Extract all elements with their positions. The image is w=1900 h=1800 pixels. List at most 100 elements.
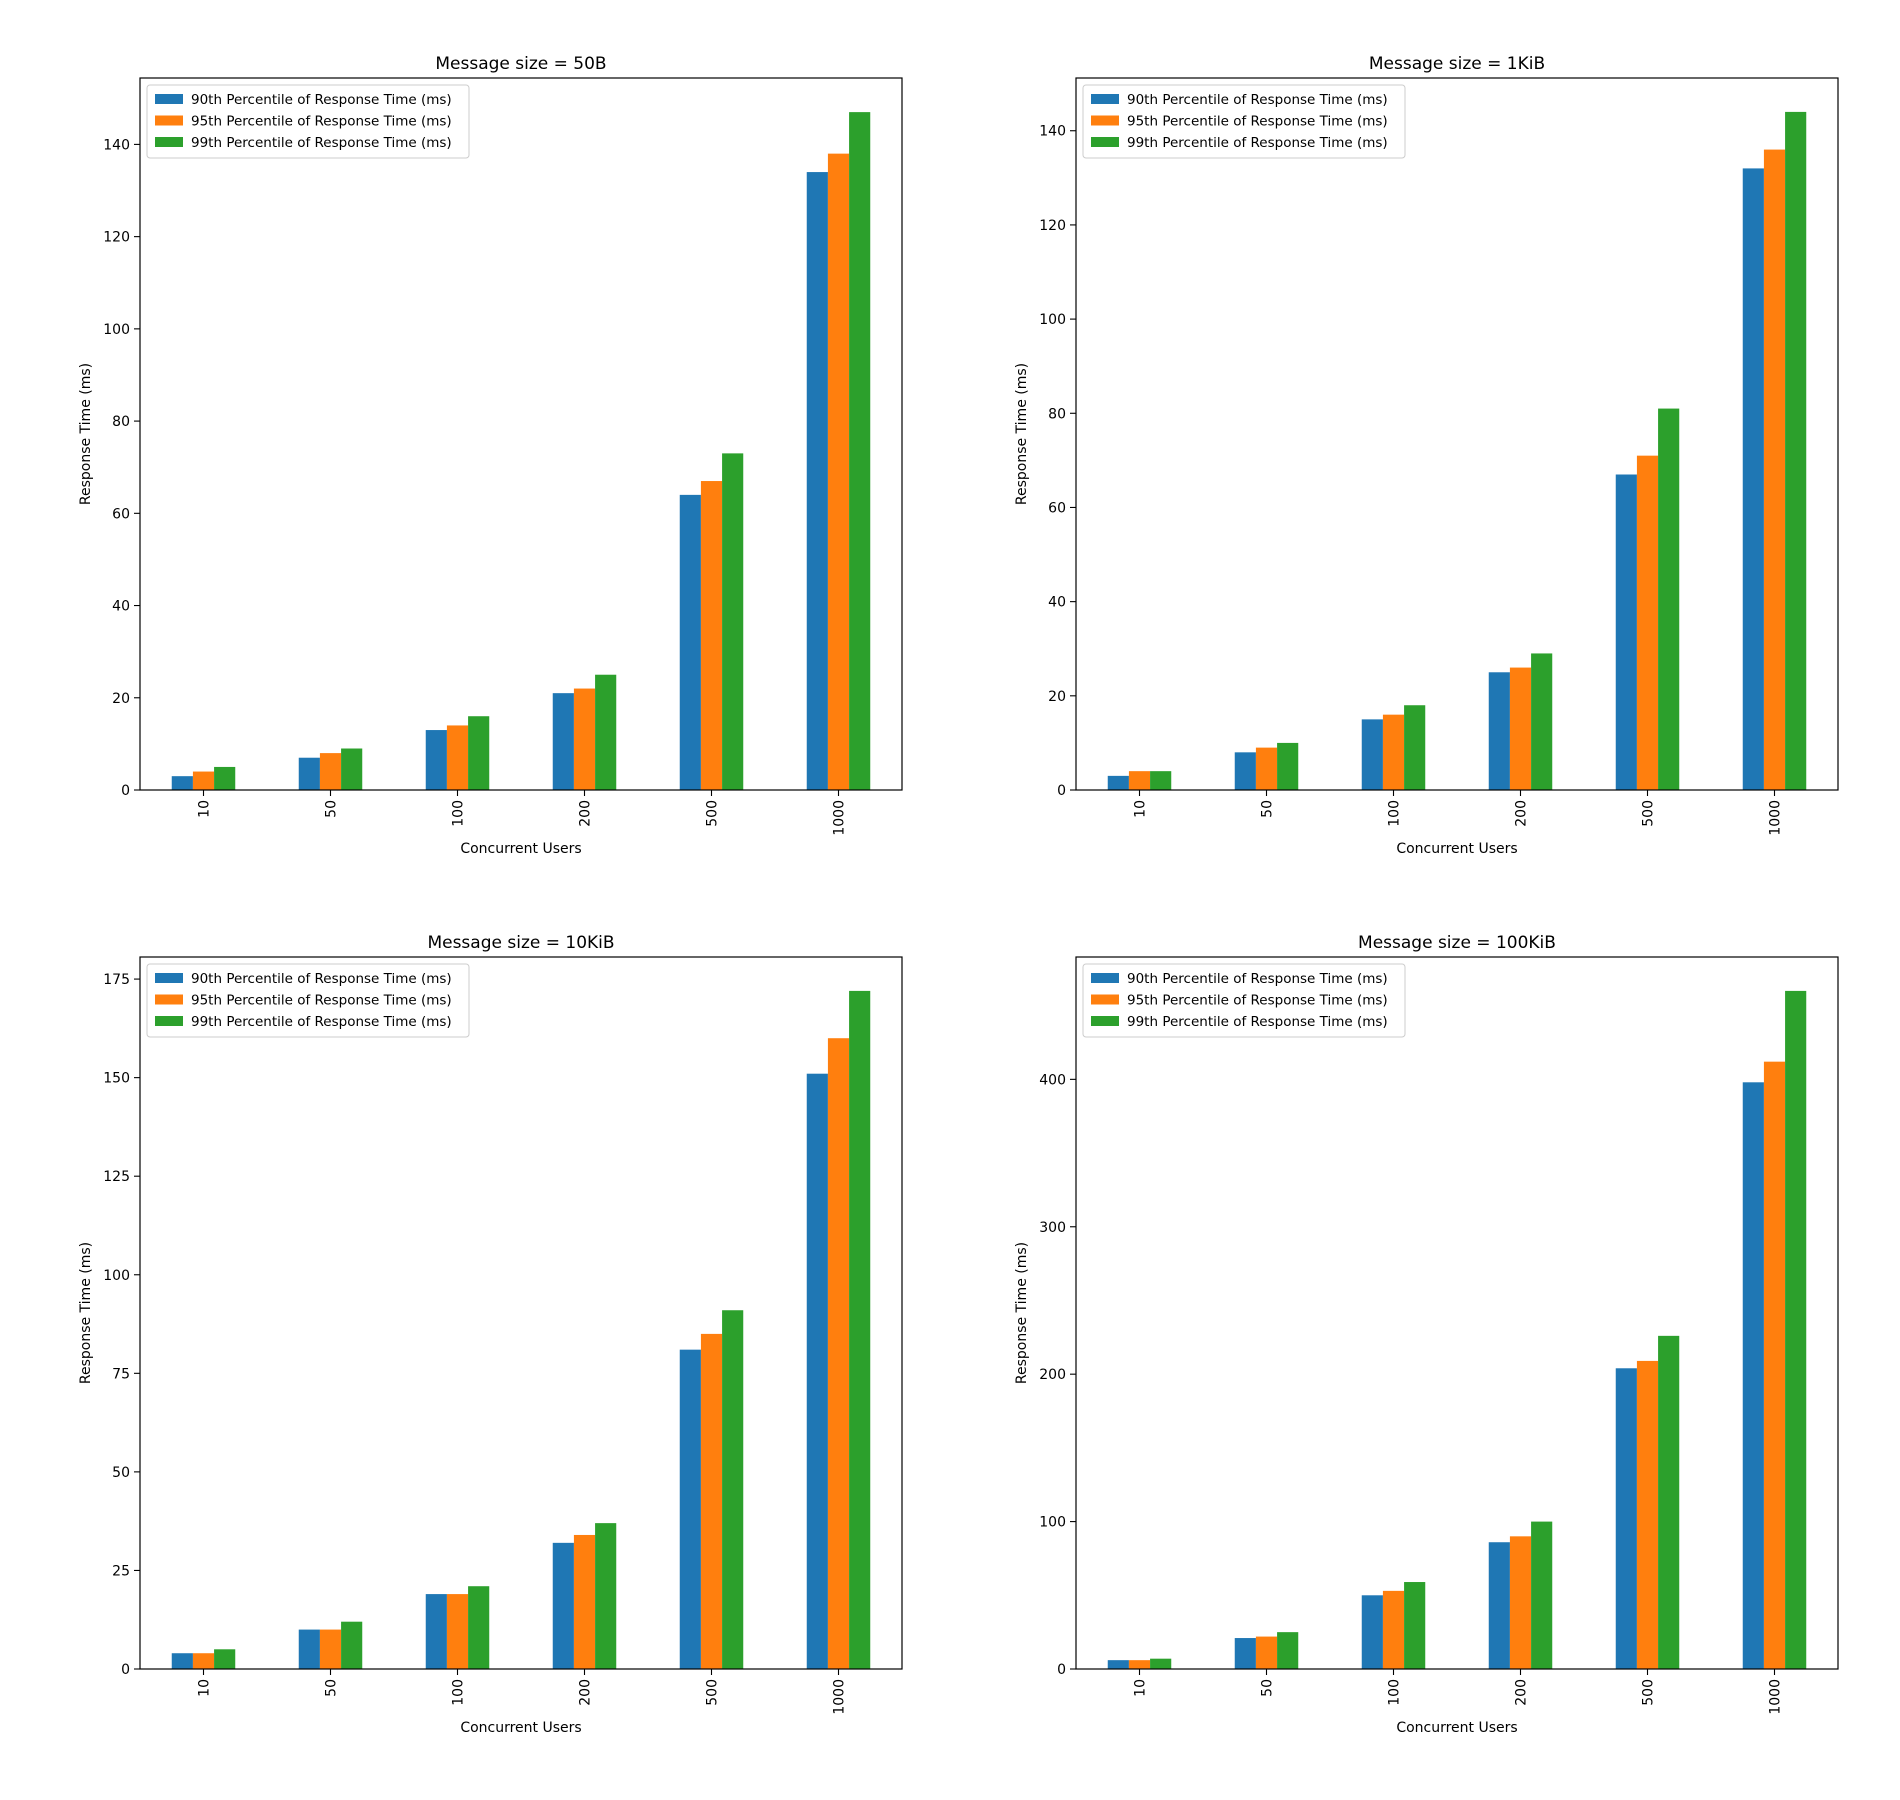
y-tick-label: 25: [112, 1563, 130, 1579]
y-tick-label: 125: [103, 1169, 130, 1185]
legend-swatch: [155, 1016, 183, 1026]
bar: [700, 481, 723, 790]
bar: [446, 725, 469, 790]
bar: [722, 1310, 744, 1669]
chart-panel: 0 100 200 300 400 10 50 100 200 500 1000 Message si…: [1014, 933, 1839, 1736]
bar: [573, 1534, 596, 1669]
legend-box: [146, 963, 470, 1038]
chart-title: Message size = 10KiB: [427, 933, 614, 953]
y-tick-label: 80: [112, 414, 130, 430]
bar: [806, 1073, 828, 1669]
bar: [1255, 1636, 1278, 1669]
y-tick-label: 40: [112, 599, 130, 615]
bar: [341, 1621, 363, 1669]
y-tick-label: 100: [1039, 1515, 1066, 1531]
y-axis-label: Response Time (ms): [1014, 363, 1030, 505]
legend-swatch: [155, 137, 183, 147]
chart-title: Message size = 100KiB: [1358, 933, 1556, 953]
bar: [425, 1594, 447, 1669]
legend-swatch: [1091, 137, 1119, 147]
bar: [1404, 1582, 1426, 1669]
x-tick-label: 50: [1260, 1679, 1276, 1697]
y-tick-label: 75: [112, 1366, 130, 1382]
legend-swatch: [155, 994, 183, 1005]
x-tick-label: 100: [1387, 1679, 1403, 1706]
legend-swatch: [1091, 115, 1119, 126]
y-tick-label: 120: [1039, 218, 1066, 234]
legend-label: 90th Percentile of Response Time (ms): [1127, 92, 1388, 108]
bar: [1234, 1638, 1256, 1669]
bar: [1150, 771, 1172, 790]
y-tick-label: 175: [103, 972, 130, 988]
y-tick-label: 400: [1039, 1072, 1066, 1088]
x-tick-label: 1000: [1768, 800, 1784, 836]
x-tick-label: 500: [705, 1679, 721, 1706]
y-tick-label: 60: [112, 506, 130, 522]
bar: [341, 748, 363, 790]
bar: [1763, 149, 1786, 790]
legend-label: 99th Percentile of Response Time (ms): [1127, 1014, 1388, 1030]
bar: [1128, 771, 1151, 790]
bar: [1277, 1632, 1299, 1669]
bar: [192, 1653, 215, 1669]
bar: [1785, 111, 1807, 790]
bar: [849, 990, 871, 1669]
x-tick-label: 1000: [832, 1679, 848, 1715]
bar: [171, 776, 193, 790]
bar: [827, 1038, 850, 1669]
y-tick-label: 40: [1048, 595, 1066, 611]
bar: [1658, 1335, 1680, 1669]
y-tick-label: 50: [112, 1465, 130, 1481]
bar: [1509, 1536, 1532, 1669]
legend-label: 95th Percentile of Response Time (ms): [1127, 993, 1388, 1009]
legend-label: 95th Percentile of Response Time (ms): [191, 114, 452, 130]
legend-swatch: [1091, 94, 1119, 104]
y-tick-label: 20: [112, 691, 130, 707]
x-tick-label: 500: [705, 800, 721, 827]
bar: [468, 716, 490, 790]
y-tick-label: 300: [1039, 1220, 1066, 1236]
bar: [1107, 775, 1129, 790]
bar: [298, 757, 320, 790]
x-axis-label: Concurrent Users: [1396, 841, 1517, 857]
bar: [1785, 990, 1807, 1669]
legend: 90th Percentile of Response Time (ms) 95t…: [146, 963, 470, 1038]
chart-title: Message size = 1KiB: [1369, 54, 1545, 74]
y-tick-label: 100: [103, 1268, 130, 1284]
x-tick-label: 1000: [832, 800, 848, 836]
legend-label: 95th Percentile of Response Time (ms): [1127, 114, 1388, 130]
axes-frame: [1075, 956, 1839, 1670]
x-axis-label: Concurrent Users: [460, 841, 581, 857]
legend-label: 99th Percentile of Response Time (ms): [1127, 135, 1388, 151]
legend-label: 99th Percentile of Response Time (ms): [191, 135, 452, 151]
bar: [1277, 742, 1299, 790]
bar: [1509, 667, 1532, 790]
bar: [1255, 747, 1278, 790]
bar: [1531, 1521, 1553, 1669]
legend-label: 90th Percentile of Response Time (ms): [191, 92, 452, 108]
y-tick-label: 80: [1048, 406, 1066, 422]
x-tick-label: 1000: [1768, 1679, 1784, 1715]
bar: [679, 1349, 701, 1669]
bar: [319, 753, 342, 790]
chart-panel: 0 25 50 75 100 125 150 175 10 50 100 200 500 1000 Mess…: [78, 933, 903, 1736]
bar: [425, 730, 447, 790]
bar: [1531, 653, 1553, 790]
bar: [1382, 1590, 1405, 1669]
y-tick-label: 100: [1039, 312, 1066, 328]
axes-frame: [1075, 77, 1839, 791]
y-tick-label: 0: [1057, 783, 1066, 799]
legend-swatch: [1091, 994, 1119, 1005]
y-tick-label: 120: [103, 230, 130, 246]
legend: 90th Percentile of Response Time (ms) 95t…: [1082, 963, 1406, 1038]
bar: [1361, 719, 1383, 790]
x-tick-label: 200: [1514, 800, 1530, 827]
legend-label: 95th Percentile of Response Time (ms): [191, 993, 452, 1009]
y-tick-label: 20: [1048, 689, 1066, 705]
axes-frame: [139, 77, 903, 791]
bar: [1488, 672, 1510, 790]
legend-swatch: [155, 115, 183, 126]
x-tick-label: 10: [1133, 800, 1149, 818]
x-tick-label: 50: [324, 800, 340, 818]
x-tick-label: 200: [578, 1679, 594, 1706]
